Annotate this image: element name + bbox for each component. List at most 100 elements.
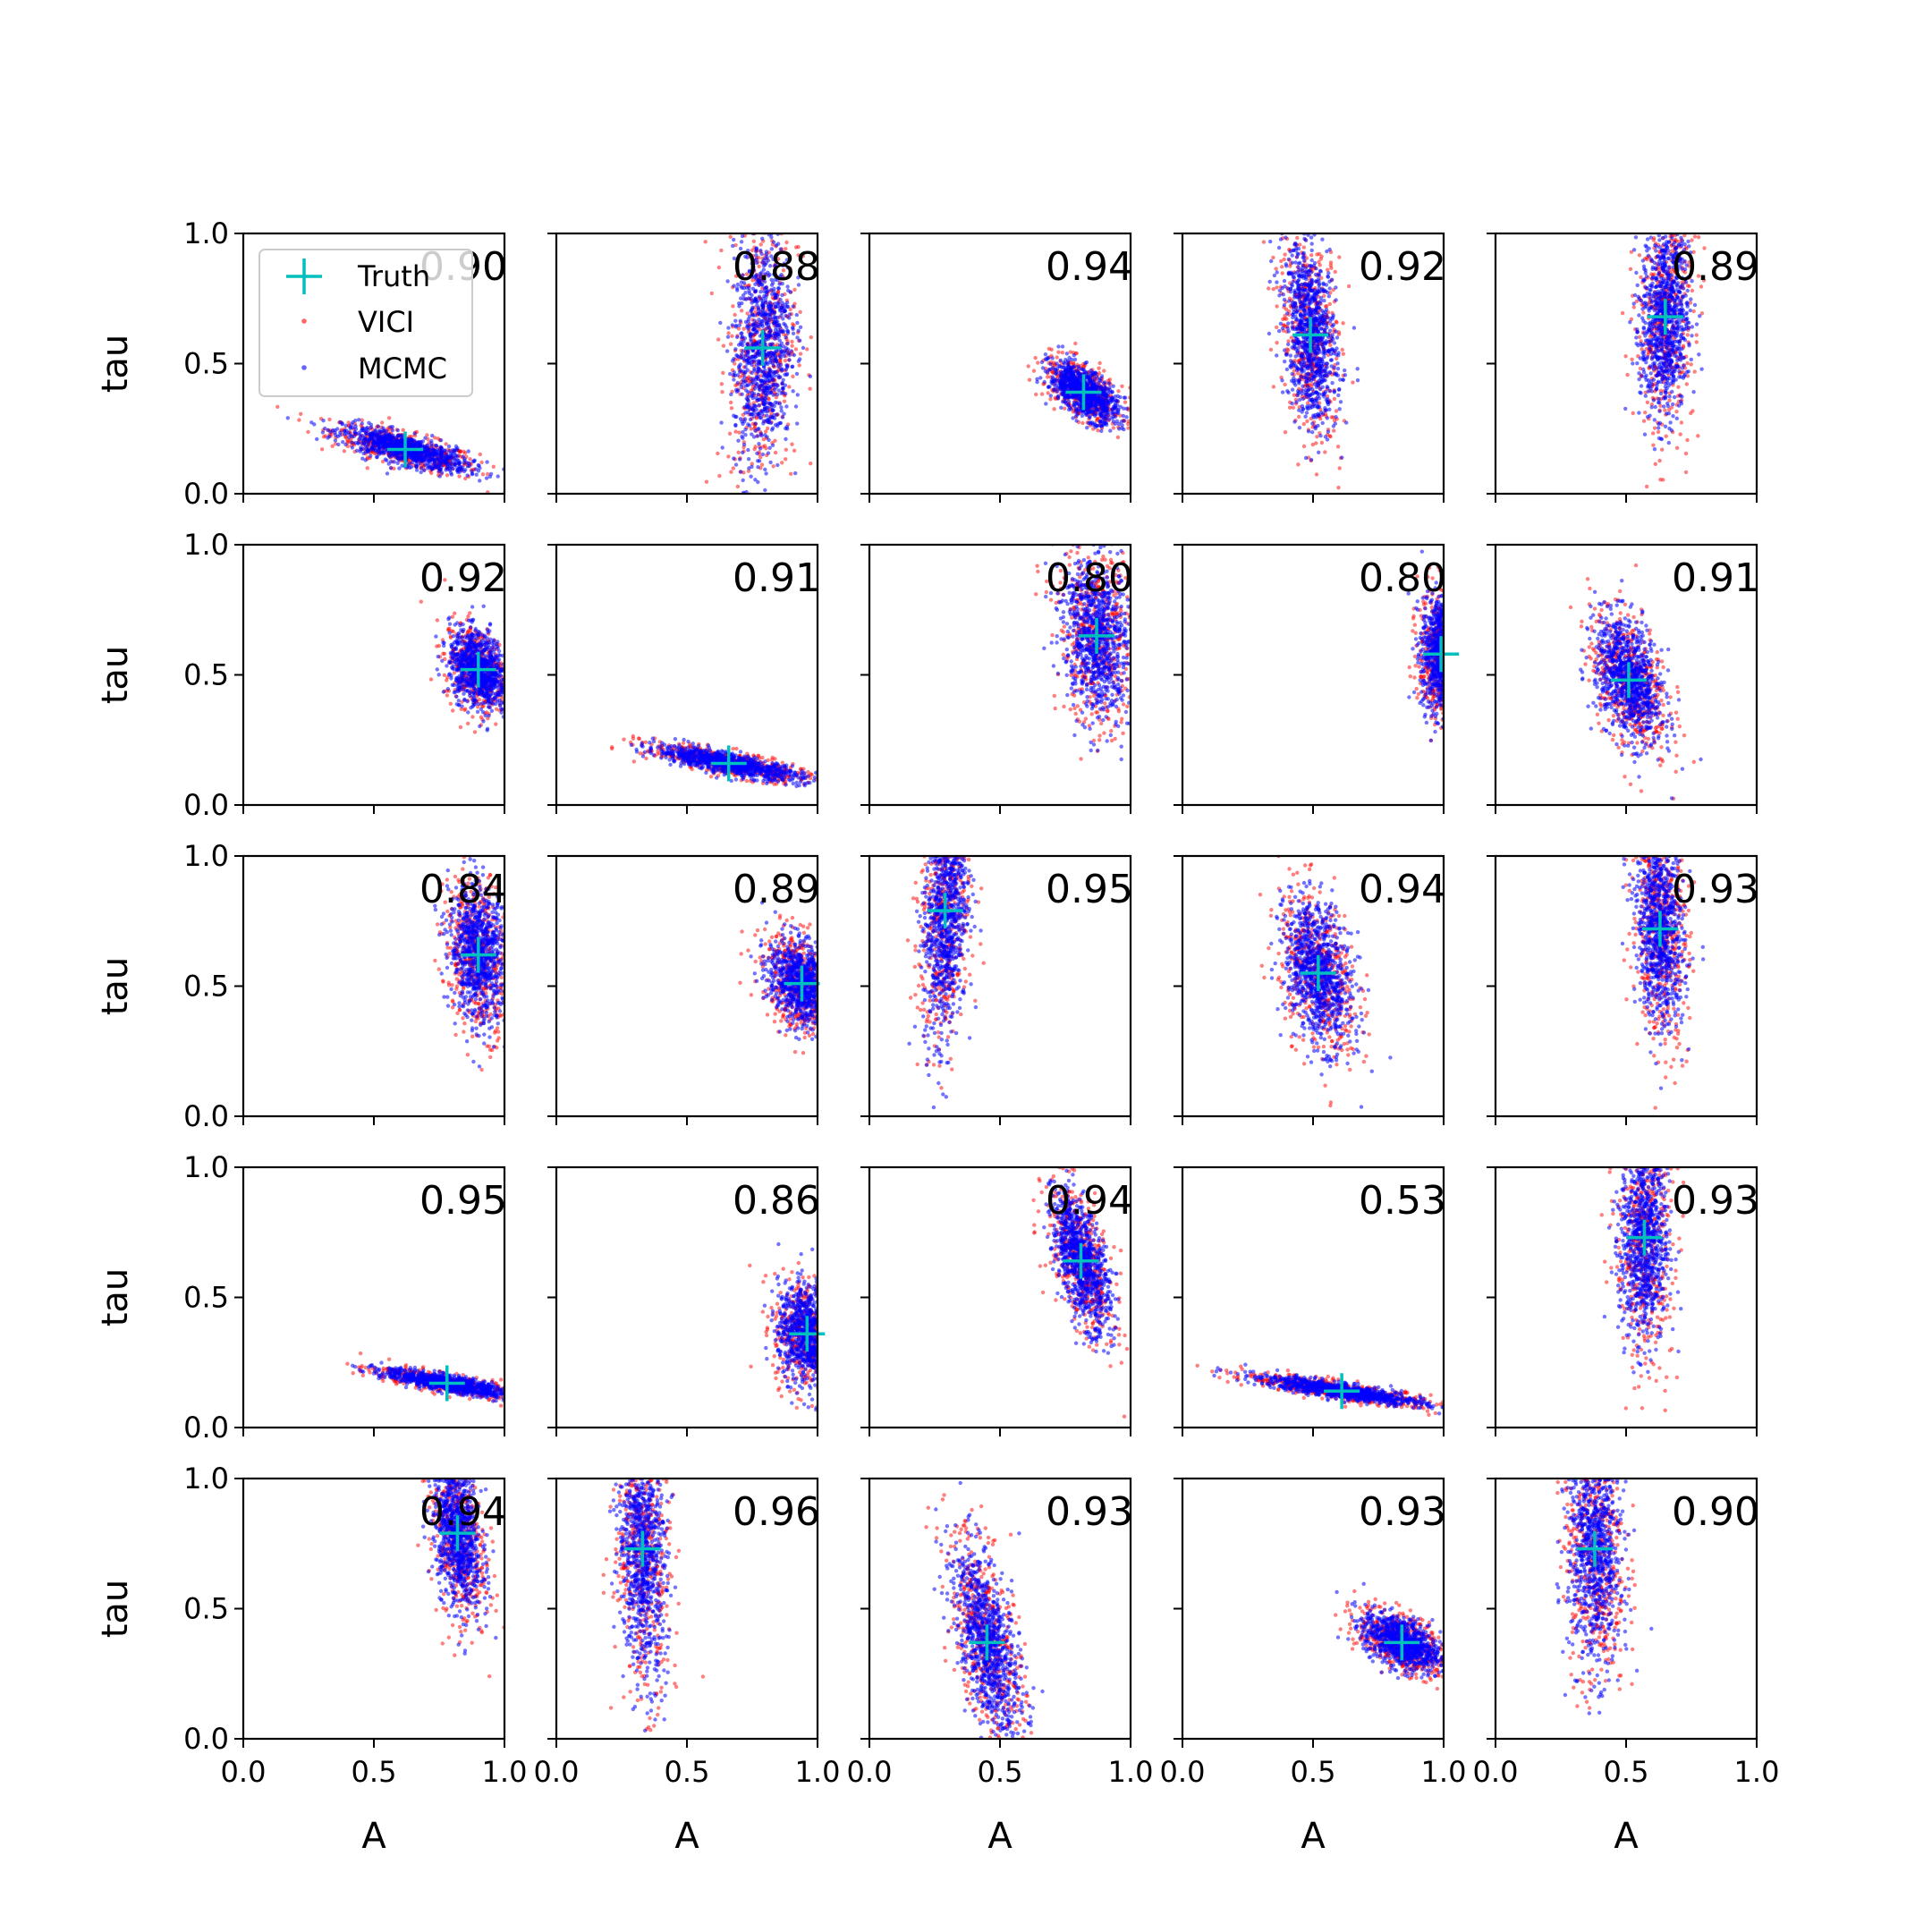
mcmc-point: [1107, 382, 1111, 386]
mcmc-point: [390, 454, 394, 458]
mcmc-point: [786, 331, 790, 335]
mcmc-point: [449, 471, 453, 475]
mcmc-point: [286, 416, 290, 419]
mcmc-point: [361, 439, 365, 443]
mcmc-point: [454, 445, 458, 448]
vici-point: [1284, 430, 1287, 434]
mcmc-point: [734, 462, 738, 466]
mcmc-point: [784, 437, 787, 441]
mcmc-point: [771, 427, 775, 430]
mcmc-point: [1340, 455, 1343, 459]
mcmc-point: [787, 316, 791, 319]
vici-point: [1047, 347, 1051, 351]
mcmc-point: [745, 396, 749, 400]
vici-point: [774, 451, 777, 454]
mcmc-point: [1098, 419, 1102, 423]
mcmc-point: [386, 434, 389, 437]
vici-point: [729, 343, 733, 346]
mcmc-point: [389, 466, 393, 470]
mcmc-point: [1318, 269, 1322, 273]
mcmc-point: [741, 378, 745, 382]
mcmc-point: [776, 374, 780, 377]
vici-point: [791, 375, 794, 378]
mcmc-point: [758, 294, 761, 298]
mcmc-point: [434, 464, 437, 468]
vici-point: [1166, 446, 1170, 450]
mcmc-point: [759, 379, 763, 383]
mcmc-point: [1309, 235, 1313, 239]
vici-point: [1262, 240, 1266, 243]
mcmc-point: [795, 372, 799, 376]
vici-point: [790, 340, 793, 343]
mcmc-point: [1321, 421, 1325, 425]
mcmc-point: [773, 184, 776, 188]
vici-point: [751, 496, 755, 500]
vici-point: [766, 513, 769, 517]
legend-label-mcmc: MCMC: [358, 352, 447, 386]
mcmc-point: [732, 357, 735, 360]
mcmc-point: [765, 413, 768, 417]
vici-point: [1056, 351, 1060, 354]
mcmc-point: [770, 513, 774, 517]
mcmc-point: [1119, 405, 1123, 409]
mcmc-point: [771, 416, 775, 419]
mcmc-point: [1275, 270, 1279, 274]
vici-point: [1061, 351, 1064, 354]
panel-2: 0.88: [547, 140, 820, 537]
mcmc-point: [765, 386, 768, 389]
mcmc-point: [355, 449, 359, 453]
mcmc-point: [784, 351, 787, 354]
mcmc-point: [446, 454, 450, 458]
mcmc-point: [396, 439, 400, 443]
vici-point: [736, 485, 740, 488]
vici-point: [790, 344, 793, 348]
mcmc-point: [765, 419, 768, 422]
mcmc-point: [751, 403, 755, 407]
mcmc-point: [781, 415, 784, 419]
mcmc-point: [1275, 280, 1278, 284]
mcmc-point: [365, 445, 369, 448]
mcmc-point: [376, 437, 379, 441]
vici-point: [1306, 216, 1309, 220]
mcmc-point: [1089, 400, 1093, 403]
mcmc-point: [1085, 402, 1089, 405]
mcmc-point: [389, 434, 393, 437]
vici-point: [737, 430, 741, 434]
mcmc-point: [799, 326, 802, 329]
mcmc-point: [775, 349, 778, 352]
mcmc-point: [761, 453, 765, 456]
mcmc-point: [430, 467, 434, 470]
mcmc-point: [774, 382, 777, 386]
mcmc-point: [1085, 426, 1089, 429]
mcmc-point: [470, 472, 474, 476]
vici-point: [1328, 434, 1332, 437]
vici-point: [1323, 450, 1326, 453]
vici-point: [1120, 385, 1123, 388]
mcmc-point: [423, 463, 427, 467]
mcmc-point: [1074, 378, 1078, 382]
mcmc-point: [1097, 408, 1100, 411]
mcmc-point: [1356, 367, 1360, 370]
mcmc-point: [737, 343, 741, 346]
vici-point: [809, 335, 813, 339]
mcmc-point: [452, 449, 455, 453]
mcmc-point: [785, 305, 789, 309]
mcmc-point: [766, 497, 769, 501]
vici-point: [1335, 357, 1338, 360]
vici-point: [789, 472, 792, 476]
mcmc-point: [740, 240, 743, 243]
vici-point: [1309, 506, 1313, 510]
mcmc-point: [419, 470, 423, 474]
mcmc-point: [453, 463, 456, 467]
mcmc-point: [1057, 364, 1061, 368]
mcmc-point: [1279, 322, 1283, 326]
mcmc-point: [749, 335, 752, 338]
mcmc-point: [752, 221, 756, 225]
mcmc-point: [391, 428, 394, 432]
mcmc-point: [763, 488, 767, 492]
mcmc-point: [746, 411, 750, 414]
mcmc-point: [753, 428, 757, 432]
vici-point: [729, 401, 733, 404]
mcmc-point: [757, 393, 760, 396]
